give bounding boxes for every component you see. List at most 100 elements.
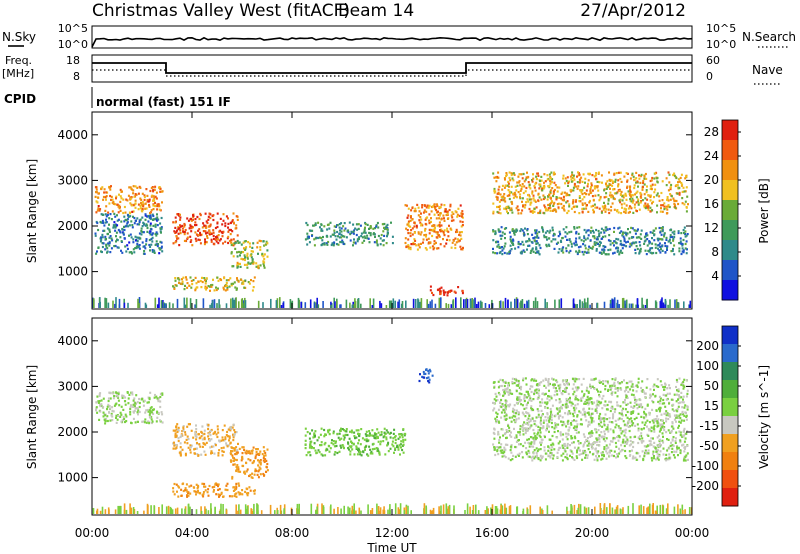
echo-cell	[630, 412, 633, 415]
echo-cell	[223, 424, 226, 427]
echo-cell	[531, 211, 534, 214]
echo-cell	[677, 202, 680, 206]
echo-cell	[422, 376, 425, 379]
echo-cell	[146, 226, 149, 230]
echo-cell	[461, 290, 464, 293]
echo-cell	[221, 454, 224, 457]
echo-cell	[197, 229, 200, 232]
echo-cell	[571, 173, 574, 176]
echo-cell	[657, 424, 660, 427]
echo-cell	[97, 207, 100, 210]
echo-cell	[596, 236, 599, 239]
echo-cell	[207, 438, 210, 441]
echo-cell	[199, 214, 202, 217]
echo-cell	[619, 239, 622, 243]
echo-cell	[122, 394, 125, 398]
echo-cell	[501, 253, 504, 256]
echo-cell	[244, 256, 247, 259]
echo-cell	[197, 489, 199, 492]
echo-cell	[581, 207, 584, 210]
ground-scatter-cell	[576, 510, 578, 514]
echo-cell	[512, 179, 515, 182]
ground-scatter-cell	[161, 504, 163, 514]
echo-cell	[189, 423, 191, 426]
echo-cell	[101, 186, 104, 189]
echo-cell	[120, 249, 122, 252]
echo-cell	[531, 233, 534, 236]
echo-cell	[216, 276, 219, 279]
echo-cell	[622, 401, 625, 404]
echo-cell	[672, 238, 675, 241]
ground-scatter-cell	[123, 302, 126, 308]
echo-cell	[143, 222, 145, 225]
echo-cell	[526, 228, 529, 231]
echo-cell	[148, 205, 151, 208]
echo-cell	[445, 213, 448, 217]
echo-cell	[130, 204, 133, 207]
echo-cell	[669, 387, 671, 390]
echo-cell	[543, 393, 546, 396]
echo-cell	[221, 429, 224, 432]
ground-scatter-cell	[585, 507, 588, 514]
echo-cell	[567, 184, 569, 187]
echo-cell	[414, 207, 417, 210]
echo-cell	[231, 477, 234, 480]
echo-cell	[629, 188, 631, 191]
echo-cell	[249, 452, 252, 455]
echo-cell	[368, 227, 370, 230]
echo-cell	[628, 425, 631, 428]
echo-cell	[203, 224, 206, 227]
ground-scatter-cell	[447, 303, 450, 308]
echo-cell	[583, 186, 586, 189]
echo-cell	[233, 242, 236, 245]
echo-cell	[354, 227, 357, 230]
echo-cell	[418, 210, 421, 213]
echo-cell	[186, 425, 189, 428]
ground-scatter-cell	[677, 504, 679, 514]
echo-cell	[115, 197, 117, 200]
echo-cell	[497, 192, 500, 195]
echo-cell	[492, 409, 495, 412]
echo-cell	[126, 222, 129, 225]
echo-cell	[383, 222, 386, 226]
echo-cell	[159, 405, 162, 409]
echo-cell	[156, 416, 159, 419]
echo-cell	[436, 224, 439, 227]
echo-cell	[335, 440, 337, 443]
echo-cell	[522, 172, 525, 176]
echo-cell	[574, 428, 577, 431]
echo-cell	[334, 235, 337, 238]
echo-cell	[554, 422, 557, 425]
echo-cell	[455, 228, 458, 231]
echo-cell	[141, 210, 144, 213]
echo-cell	[445, 242, 448, 245]
echo-cell	[324, 454, 327, 457]
echo-cell	[671, 438, 674, 441]
ground-scatter-cell	[389, 510, 391, 514]
echo-cell	[97, 228, 100, 232]
echo-cell	[394, 447, 397, 450]
echo-cell	[181, 282, 184, 286]
echo-cell	[217, 452, 220, 455]
ground-scatter-cell	[642, 506, 645, 514]
echo-cell	[417, 243, 420, 246]
echo-cell	[653, 191, 656, 194]
echo-cell	[654, 227, 657, 230]
echo-cell	[154, 204, 157, 208]
echo-cell	[552, 238, 555, 241]
echo-cell	[657, 239, 660, 242]
echo-cell	[101, 236, 104, 239]
ground-scatter-cell	[487, 508, 489, 514]
echo-cell	[366, 453, 369, 456]
echo-cell	[428, 219, 431, 222]
echo-cell	[220, 439, 223, 442]
echo-cell	[424, 247, 427, 250]
echo-cell	[125, 198, 128, 201]
echo-cell	[352, 223, 355, 226]
echo-cell	[443, 204, 446, 207]
echo-cell	[566, 405, 569, 408]
echo-cell	[455, 241, 458, 244]
echo-cell	[527, 417, 530, 420]
echo-cell	[588, 193, 590, 196]
echo-cell	[596, 457, 599, 460]
